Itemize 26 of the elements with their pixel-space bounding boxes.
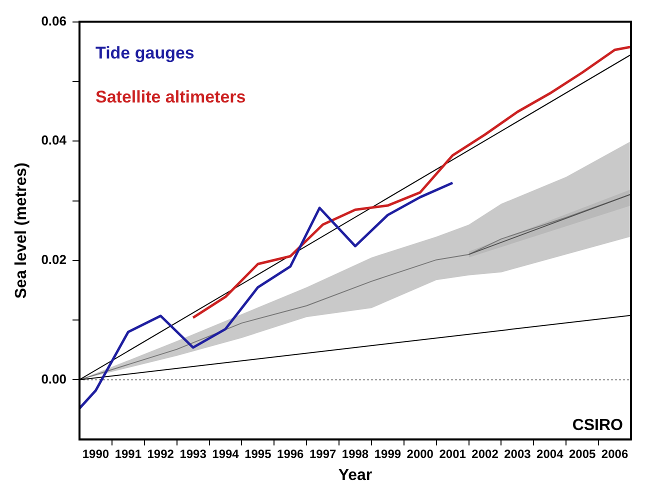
x-tick-label: 1995 bbox=[244, 446, 272, 461]
x-tick-label: 1992 bbox=[147, 446, 174, 461]
x-tick-label: 1990 bbox=[82, 446, 110, 461]
x-tick-label: 1991 bbox=[114, 446, 142, 461]
x-tick-label: 2002 bbox=[472, 446, 499, 461]
x-tick-label: 2003 bbox=[504, 446, 532, 461]
text: Tide gauges bbox=[96, 43, 194, 62]
text: Satellite altimeters bbox=[96, 87, 246, 106]
annotation: CSIRO bbox=[572, 416, 623, 434]
x-tick-label: 1996 bbox=[277, 446, 304, 461]
x-tick-label: 2000 bbox=[406, 446, 434, 461]
y-tick-label: 0.06 bbox=[41, 13, 66, 28]
x-tick-label: 2005 bbox=[568, 446, 596, 461]
x-tick-label: 1998 bbox=[342, 446, 369, 461]
x-tick-label: 2004 bbox=[536, 446, 564, 461]
x-axis-title: Year bbox=[338, 466, 372, 484]
y-tick-label: 0.00 bbox=[41, 371, 66, 386]
y-tick-label: 0.02 bbox=[41, 252, 66, 268]
x-tick-label: 2006 bbox=[601, 446, 628, 461]
x-tick-label: 2001 bbox=[439, 446, 466, 461]
x-tick-label: 1994 bbox=[212, 446, 240, 461]
y-tick-label: 0.04 bbox=[41, 132, 68, 148]
x-tick-label: 1993 bbox=[180, 446, 207, 461]
x-tick-label: 1999 bbox=[374, 446, 402, 461]
x-tick-label: 1997 bbox=[309, 446, 336, 461]
y-axis-title: Sea level (metres) bbox=[13, 162, 30, 299]
